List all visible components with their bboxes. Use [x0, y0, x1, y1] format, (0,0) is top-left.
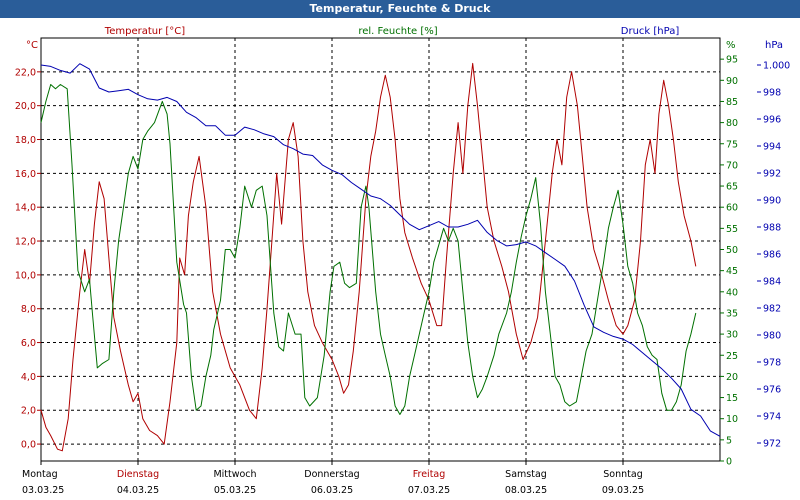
x-day-label: Freitag [413, 469, 446, 480]
humidity-tick-label: 65 [726, 182, 738, 193]
temperature-tick-label: 4,0 [21, 372, 36, 383]
x-day-label: Sonntag [603, 469, 642, 480]
temperature-tick-label: 20,0 [15, 101, 36, 112]
pressure-tick-label: 972 [763, 439, 781, 450]
temperature-tick-label: 12,0 [15, 237, 36, 248]
pressure-tick-label: 992 [763, 169, 781, 180]
temperature-tick-label: 8,0 [21, 304, 36, 315]
x-date-label: 06.03.25 [311, 485, 353, 496]
x-day-label: Dienstag [117, 469, 159, 480]
pressure-tick-label: 1.000 [763, 61, 790, 72]
pressure-tick-label: 984 [763, 277, 781, 288]
humidity-tick-label: 50 [726, 245, 738, 256]
humidity-tick-label: 70 [726, 160, 738, 171]
temperature-tick-label: 6,0 [21, 338, 36, 349]
humidity-tick-label: 20 [726, 372, 738, 383]
x-day-label: Donnerstag [304, 469, 359, 480]
temperature-tick-label: 0,0 [21, 440, 36, 451]
pressure-tick-label: 994 [763, 142, 781, 153]
temperature-tick-label: 16,0 [15, 169, 36, 180]
humidity-tick-label: 25 [726, 351, 738, 362]
x-date-label: 04.03.25 [117, 485, 159, 496]
x-date-label: 05.03.25 [214, 485, 256, 496]
humidity-tick-label: 75 [726, 139, 738, 150]
humidity-tick-label: 5 [726, 435, 732, 446]
x-axis: Montag 03.03.25 Dienstag 04.03.25 Mittwoch 05… [22, 461, 644, 496]
temperature-tick-label: 14,0 [15, 203, 36, 214]
chart-title: Temperatur, Feuchte & Druck [0, 0, 800, 18]
x-date-label: 07.03.25 [408, 485, 450, 496]
humidity-unit-label: % [726, 40, 736, 51]
pressure-axis: 972 974 976 978 980 982 984 986 988 990 992 994 996 9… [757, 61, 790, 450]
temperature-tick-label: 18,0 [15, 135, 36, 146]
humidity-series-label: rel. Feuchte [%] [358, 26, 437, 37]
pressure-series-line [40, 63, 721, 437]
humidity-tick-label: 95 [726, 55, 738, 66]
temperature-tick-label: 10,0 [15, 270, 36, 281]
plot-area [40, 37, 721, 462]
pressure-tick-label: 976 [763, 385, 781, 396]
temperature-tick-label: 22,0 [15, 67, 36, 78]
x-date-label: 08.03.25 [505, 485, 547, 496]
humidity-tick-label: 45 [726, 266, 738, 277]
pressure-tick-label: 986 [763, 250, 781, 261]
temperature-unit-label: °C [26, 40, 38, 51]
humidity-tick-label: 35 [726, 308, 738, 319]
humidity-tick-label: 10 [726, 414, 738, 425]
humidity-tick-label: 90 [726, 76, 738, 87]
humidity-axis: 0 5 10 15 20 25 30 35 40 45 50 55 60 65 70 75 80 85 90 95 [720, 55, 738, 468]
x-day-label: Mittwoch [213, 469, 256, 480]
humidity-series-line [40, 84, 697, 415]
pressure-tick-label: 980 [763, 331, 781, 342]
humidity-tick-label: 55 [726, 224, 738, 235]
series-layer [40, 62, 721, 452]
humidity-tick-label: 40 [726, 287, 738, 298]
x-date-label: 03.03.25 [22, 485, 64, 496]
pressure-tick-label: 988 [763, 223, 781, 234]
humidity-tick-label: 0 [726, 457, 732, 468]
humidity-tick-label: 60 [726, 203, 738, 214]
humidity-tick-label: 30 [726, 330, 738, 341]
pressure-tick-label: 978 [763, 358, 781, 369]
humidity-tick-label: 15 [726, 393, 738, 404]
pressure-tick-label: 996 [763, 115, 781, 126]
temperature-series-line [40, 62, 697, 452]
pressure-unit-label: hPa [765, 40, 783, 51]
x-day-label: Montag [22, 469, 58, 480]
pressure-series-label: Druck [hPa] [621, 26, 680, 37]
humidity-tick-label: 85 [726, 97, 738, 108]
pressure-tick-label: 974 [763, 412, 781, 423]
pressure-tick-label: 990 [763, 196, 781, 207]
pressure-tick-label: 998 [763, 88, 781, 99]
temperature-axis: 0,0 2,0 4,0 6,0 8,0 10,0 12,0 14,0 16,0 18,0 20,0 2… [15, 67, 41, 451]
pressure-tick-label: 982 [763, 304, 781, 315]
x-date-label: 09.03.25 [602, 485, 644, 496]
grid [41, 38, 720, 461]
temperature-series-label: Temperatur [°C] [104, 26, 185, 37]
humidity-tick-label: 80 [726, 118, 738, 129]
temperature-tick-label: 2,0 [21, 406, 36, 417]
x-day-label: Samstag [505, 469, 547, 480]
